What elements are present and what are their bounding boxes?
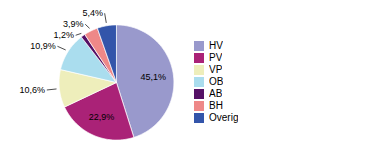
svg-text:5,4%: 5,4% [82,8,103,18]
svg-text:1,2%: 1,2% [53,30,74,40]
html-text:HV: HV [209,40,223,51]
svg-text:10,6%: 10,6% [20,85,46,95]
html-text:Overig: Overig [209,112,239,123]
html-text:OB: OB [209,76,224,87]
svg-text:3,9%: 3,9% [63,19,84,29]
html-text:VP: VP [209,64,223,75]
svg-text:45,1%: 45,1% [141,72,167,82]
html-text:BH: BH [209,100,223,111]
html-text:AB: AB [209,88,223,99]
svg-text:22,9%: 22,9% [89,112,115,122]
html-text:PV: PV [209,52,223,63]
svg-text:10,9%: 10,9% [30,41,56,51]
